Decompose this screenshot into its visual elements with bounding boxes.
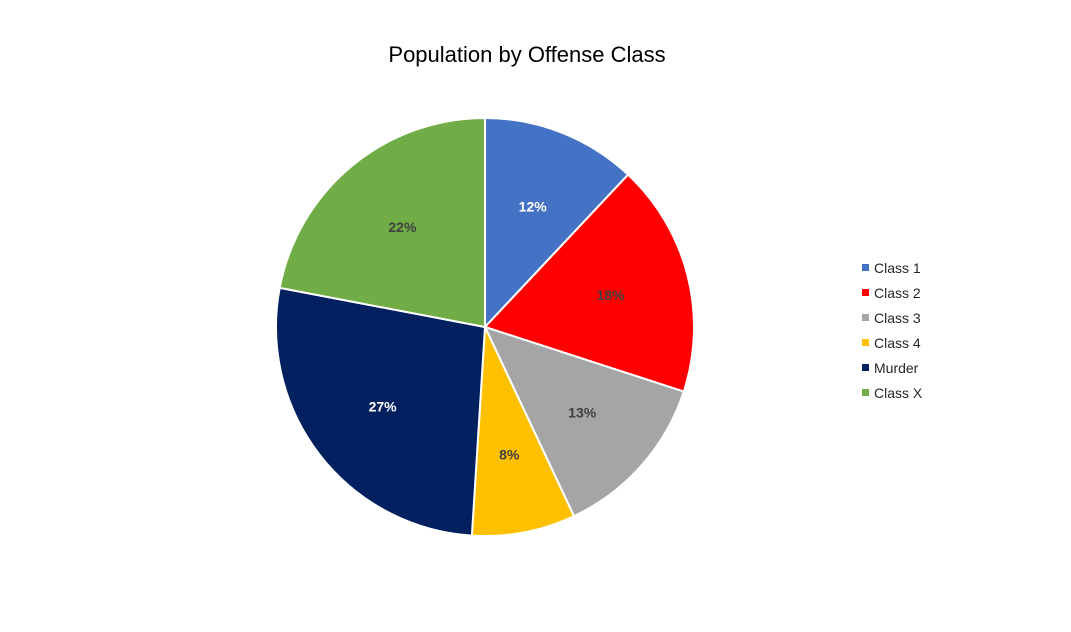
legend-swatch [862,264,869,271]
data-label-murder: 27% [369,398,398,414]
data-label-class-2: 18% [596,287,625,303]
pie-slice-class-4 [470,326,576,537]
pie-slice-class-3 [483,325,686,518]
data-label-class-x: 22% [388,219,417,235]
data-label-class-4: 8% [499,446,520,462]
legend-swatch [862,339,869,346]
legend-item-class-3: Class 3 [862,305,922,330]
legend-item-class-x: Class X [862,380,922,405]
legend-label: Class X [874,384,923,401]
pie-slice-class-x [278,116,486,329]
pie-slice-class-2 [483,173,695,393]
pie-slice-murder [275,286,487,537]
legend-label: Class 3 [874,309,921,326]
legend-swatch [862,289,869,296]
legend-item-class-4: Class 4 [862,330,922,355]
legend-item-class-2: Class 2 [862,280,922,305]
legend-swatch [862,314,869,321]
legend-item-class-1: Class 1 [862,255,922,280]
chart-legend: Class 1 Class 2 Class 3 Class 4 Murder Class … [862,255,922,405]
pie-slice-class-1 [484,116,630,330]
legend-label: Class 1 [874,259,921,276]
legend-swatch [862,364,869,371]
data-label-class-1: 12% [519,199,548,215]
legend-label: Class 2 [874,284,921,301]
legend-swatch [862,389,869,396]
chart-title: Population by Offense Class [388,42,666,67]
legend-label: Murder [874,359,919,376]
legend-label: Class 4 [874,334,921,351]
legend-item-murder: Murder [862,355,922,380]
data-label-class-3: 13% [568,405,597,421]
